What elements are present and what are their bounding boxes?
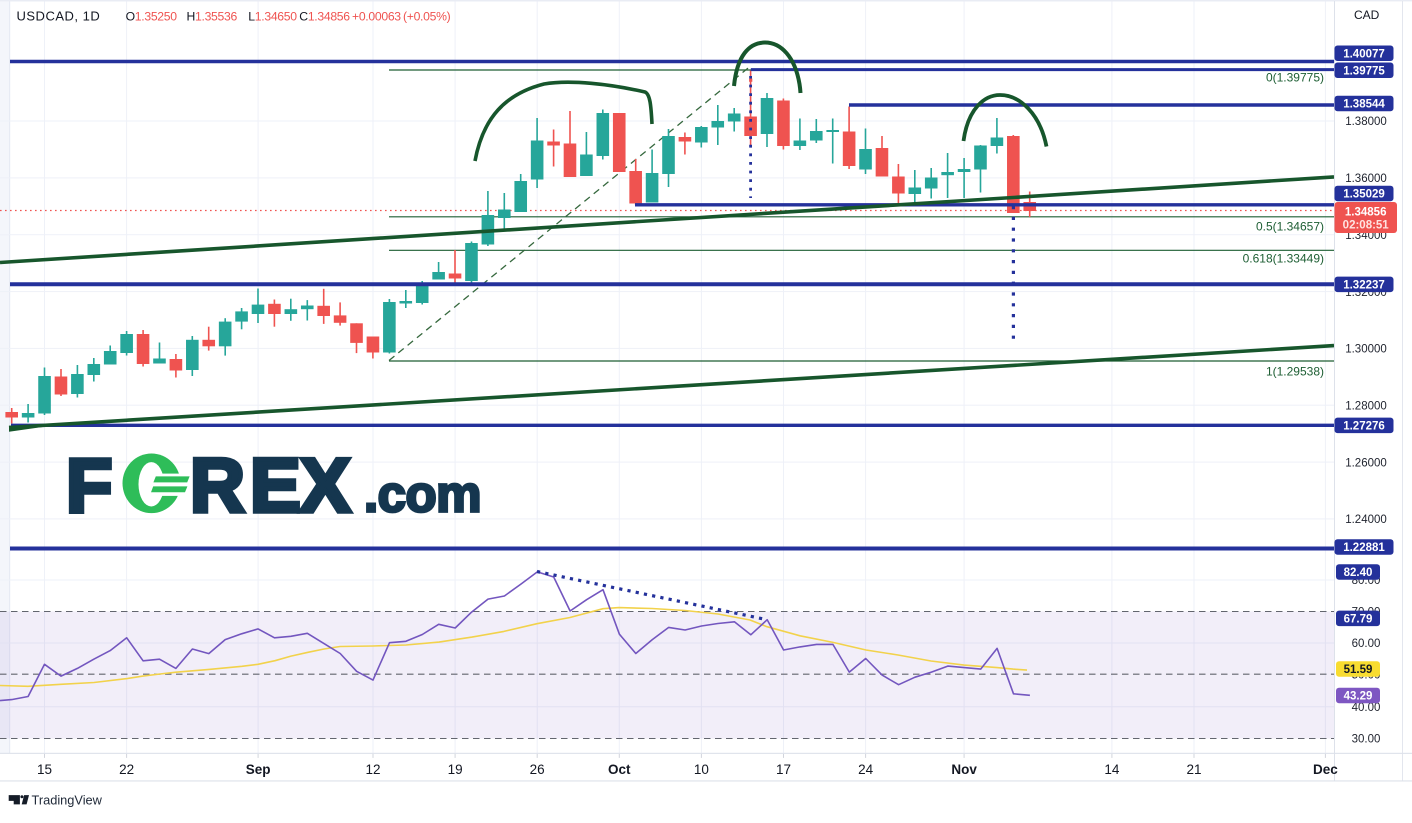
svg-text:R: R [190, 444, 245, 529]
svg-text:82.40: 82.40 [1344, 567, 1373, 579]
svg-text:C1.34856: C1.34856 [299, 10, 350, 24]
svg-text:22: 22 [119, 762, 134, 777]
svg-text:TradingView: TradingView [32, 792, 103, 807]
svg-text:15: 15 [37, 762, 52, 777]
svg-text:1.38000: 1.38000 [1345, 116, 1387, 128]
svg-text:1.34856: 1.34856 [1345, 207, 1387, 219]
svg-text:21: 21 [1186, 762, 1201, 777]
svg-text:1(1.29538): 1(1.29538) [1266, 364, 1324, 378]
svg-text:30.00: 30.00 [1352, 734, 1381, 746]
svg-text:10: 10 [694, 762, 709, 777]
svg-text:60.00: 60.00 [1352, 638, 1381, 650]
svg-text:14: 14 [1104, 762, 1120, 777]
svg-text:12: 12 [365, 762, 380, 777]
svg-text:26: 26 [530, 762, 545, 777]
svg-text:Nov: Nov [951, 762, 977, 777]
svg-text:43.29: 43.29 [1344, 691, 1373, 703]
svg-text:Sep: Sep [246, 762, 271, 777]
svg-text:1.27276: 1.27276 [1343, 421, 1385, 433]
svg-text:X: X [300, 444, 351, 529]
svg-text:USDCAD, 1D: USDCAD, 1D [17, 9, 101, 24]
svg-text:19: 19 [448, 762, 463, 777]
svg-text:1.28000: 1.28000 [1345, 400, 1387, 412]
svg-text:02:08:51: 02:08:51 [1343, 219, 1390, 231]
svg-text:CAD: CAD [1354, 8, 1380, 22]
svg-text:1.22881: 1.22881 [1343, 542, 1385, 554]
svg-text:0(1.39775): 0(1.39775) [1266, 71, 1324, 85]
svg-text:Dec: Dec [1313, 762, 1338, 777]
svg-text:51.59: 51.59 [1344, 664, 1373, 676]
svg-text:67.79: 67.79 [1344, 614, 1373, 626]
svg-text:1.35029: 1.35029 [1343, 189, 1385, 201]
svg-text:0.618(1.33449): 0.618(1.33449) [1243, 252, 1324, 266]
svg-text:1.32237: 1.32237 [1343, 280, 1385, 292]
svg-text:.com: .com [364, 466, 481, 523]
svg-text:+0.00063: +0.00063 [352, 10, 401, 24]
svg-text:1.30000: 1.30000 [1345, 344, 1387, 356]
svg-text:L1.34650: L1.34650 [248, 10, 297, 24]
svg-text:17: 17 [776, 762, 791, 777]
svg-text:F: F [66, 444, 112, 529]
svg-text:24: 24 [858, 762, 874, 777]
svg-text:Oct: Oct [608, 762, 631, 777]
svg-text:O1.35250: O1.35250 [126, 10, 178, 24]
svg-text:(+0.05%): (+0.05%) [403, 10, 451, 24]
svg-text:1.36000: 1.36000 [1345, 173, 1387, 185]
svg-text:1.40077: 1.40077 [1343, 48, 1385, 60]
svg-text:E: E [250, 444, 301, 529]
svg-text:1.26000: 1.26000 [1345, 457, 1387, 469]
svg-text:1.38544: 1.38544 [1343, 99, 1385, 111]
svg-text:1.24000: 1.24000 [1345, 514, 1387, 526]
svg-text:H1.35536: H1.35536 [187, 10, 238, 24]
svg-text:1.39775: 1.39775 [1343, 66, 1385, 78]
svg-text:40.00: 40.00 [1352, 702, 1381, 714]
svg-text:0.5(1.34657): 0.5(1.34657) [1256, 220, 1324, 234]
